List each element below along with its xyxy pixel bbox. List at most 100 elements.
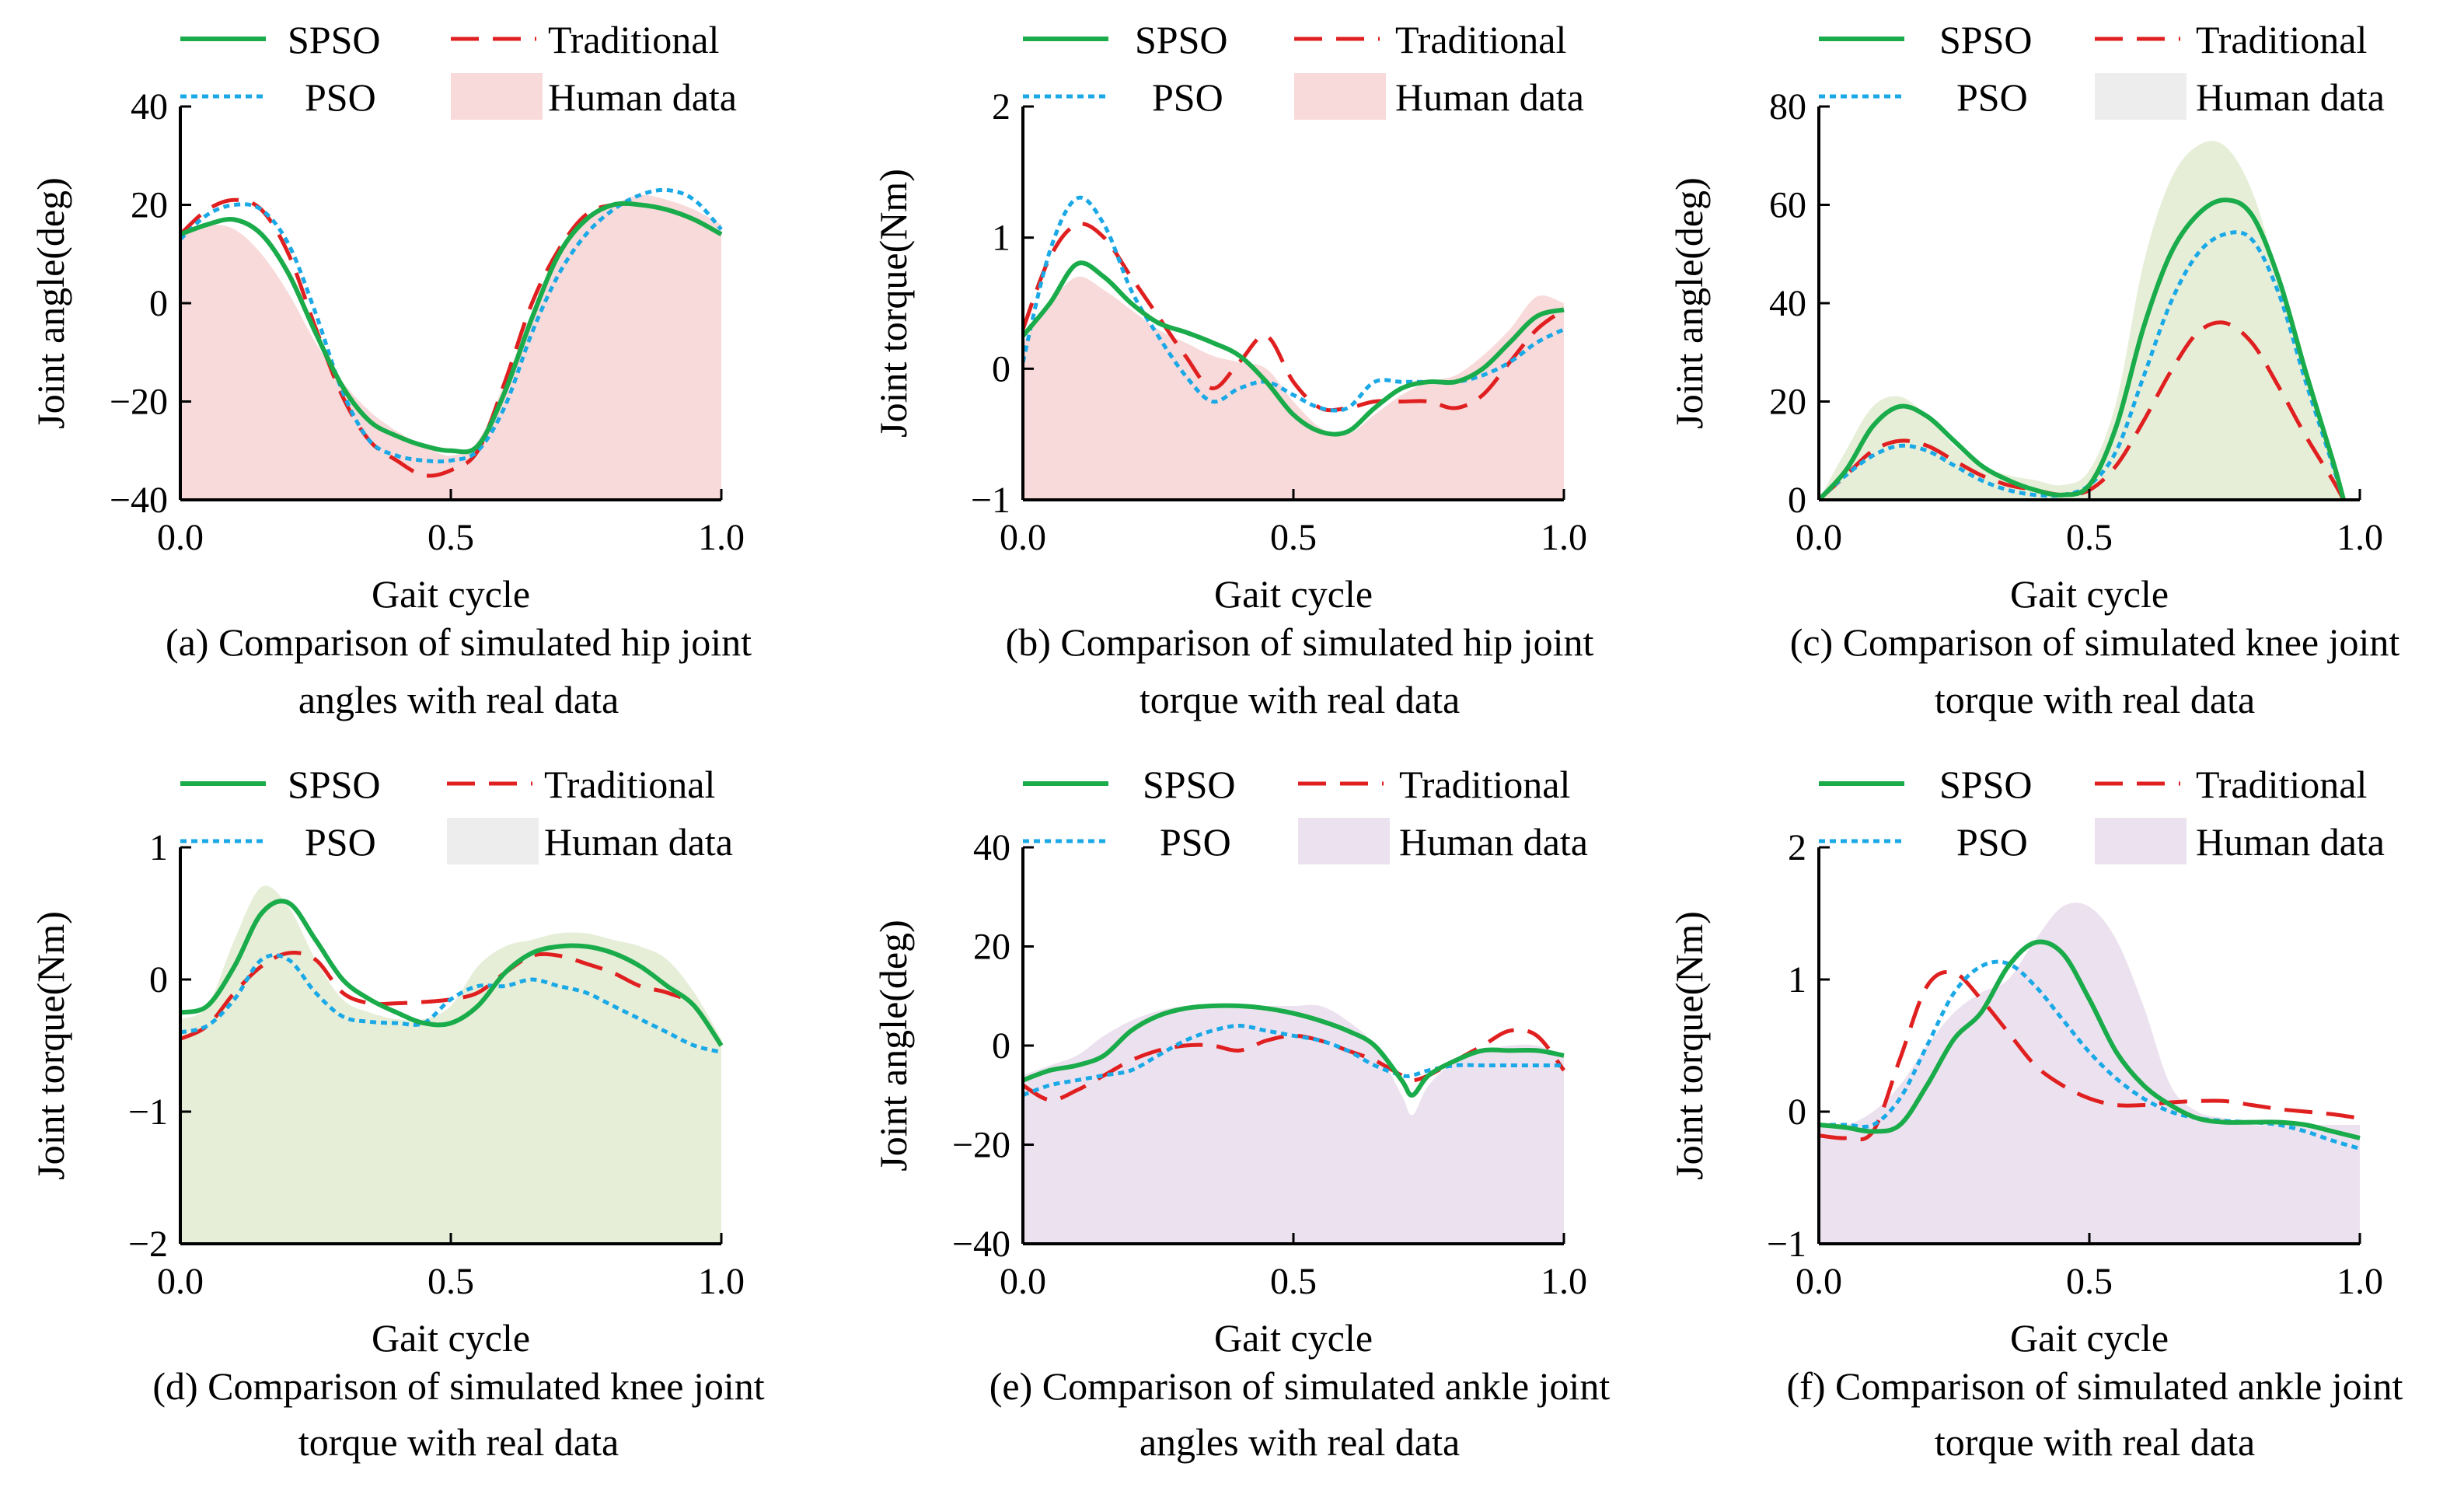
legend-swatch-human <box>2095 818 2187 864</box>
human-data-area <box>1023 1004 1564 1244</box>
legend-label-spso: SPSO <box>1135 18 1228 61</box>
y-tick-label: 40 <box>1769 283 1806 324</box>
series-line-traditional <box>1818 969 2361 1142</box>
y-tick-label: −40 <box>952 1224 1010 1265</box>
y-tick-label: 20 <box>973 927 1010 968</box>
x-axis-label: Gait cycle <box>2010 572 2169 616</box>
y-axis-label: Joint torque(Nm) <box>29 911 72 1180</box>
legend-swatch-human <box>2095 73 2187 120</box>
legend-label-human: Human data <box>2196 820 2385 864</box>
x-tick-label: 0.0 <box>1000 517 1046 558</box>
legend: SPSO Traditional PSO Human data <box>1819 18 2385 120</box>
legend: SPSO Traditional PSO Human data <box>180 763 733 864</box>
y-tick-label: 2 <box>1788 827 1806 868</box>
caption-line: torque with real data <box>1935 1420 2255 1464</box>
y-axis-label: Joint torque(Nm) <box>871 169 915 438</box>
y-axis-label: Joint angle(deg) <box>1667 177 1711 429</box>
series-line-spso <box>1021 1003 1565 1098</box>
x-tick-label: 0.0 <box>157 517 204 558</box>
legend-label-pso: PSO <box>305 820 376 864</box>
legend-label-traditional: Traditional <box>1395 18 1566 61</box>
chart-panel-a: −40 −20 0 20 40 0.0 0.5 1.0 Gait cycle Joint angl… <box>29 18 752 721</box>
series-line-traditional <box>1817 320 2346 501</box>
y-axis-label: Joint angle(deg) <box>29 177 72 429</box>
y-axis-label: Joint torque(Nm) <box>1667 911 1711 1180</box>
x-tick-label: 0.0 <box>1796 1261 1842 1302</box>
y-tick-label: −2 <box>128 1224 168 1265</box>
legend-label-traditional: Traditional <box>544 763 715 806</box>
caption-line: torque with real data <box>1935 678 2255 721</box>
y-tick-label: −20 <box>110 382 168 423</box>
y-tick-label: 0 <box>149 283 168 324</box>
legend: SPSO Traditional PSO Human data <box>1023 18 1584 120</box>
chart-panel-e: −40 −20 0 20 40 0.0 0.5 1.0 Gait cycle Joint angl… <box>871 763 1610 1464</box>
chart-panel-b: −1 0 1 2 0.0 0.5 1.0 Gait cycle Joint torque(Nm)… <box>871 18 1594 721</box>
caption-line: angles with real data <box>1140 1420 1460 1464</box>
x-tick-label: 1.0 <box>698 517 745 558</box>
legend-label-traditional: Traditional <box>548 18 719 61</box>
series-line-pso <box>1817 230 2346 501</box>
caption-line: (d) Comparison of simulated knee joint <box>152 1364 764 1408</box>
y-tick-label: 40 <box>131 86 168 127</box>
legend-swatch-human <box>1294 73 1386 120</box>
legend-label-pso: PSO <box>1956 75 2028 119</box>
legend-label-traditional: Traditional <box>1399 763 1570 806</box>
y-tick-label: −40 <box>110 480 168 521</box>
caption-line: (f) Comparison of simulated ankle joint <box>1787 1364 2403 1408</box>
x-tick-label: 0.5 <box>428 517 474 558</box>
x-tick-label: 0.5 <box>2066 517 2113 558</box>
x-tick-label: 1.0 <box>698 1261 745 1302</box>
y-tick-label: 0 <box>149 959 168 1000</box>
x-tick-label: 1.0 <box>1541 1261 1587 1302</box>
legend-label-human: Human data <box>1399 820 1588 864</box>
y-axis-label: Joint angle(deg) <box>871 920 915 1172</box>
series-line-spso <box>1817 197 2346 502</box>
x-axis-label: Gait cycle <box>1214 1316 1373 1360</box>
y-tick-label: 1 <box>992 218 1010 259</box>
legend: SPSO Traditional PSO Human data <box>1819 763 2385 864</box>
x-axis-label: Gait cycle <box>372 1316 530 1360</box>
legend-label-human: Human data <box>1395 75 1584 119</box>
human-data-area <box>180 194 721 500</box>
caption-line: (e) Comparison of simulated ankle joint <box>989 1364 1611 1408</box>
series-line-pso <box>1022 1024 1564 1098</box>
y-tick-label: −20 <box>952 1125 1010 1166</box>
legend-label-human: Human data <box>2196 75 2385 119</box>
legend-swatch-human <box>451 73 543 120</box>
caption-line: torque with real data <box>298 1420 619 1464</box>
legend-label-spso: SPSO <box>288 18 381 61</box>
x-tick-label: 0.5 <box>428 1261 474 1302</box>
series-line-spso <box>179 201 723 455</box>
x-tick-label: 0.5 <box>2066 1261 2113 1302</box>
x-axis-label: Gait cycle <box>2010 1316 2169 1360</box>
series-line-pso <box>180 953 722 1054</box>
legend-label-traditional: Traditional <box>2196 18 2367 61</box>
y-tick-label: −1 <box>128 1091 168 1133</box>
chart-panel-d: −2 −1 0 1 0.0 0.5 1.0 Gait cycle Joint torque(Nm… <box>29 763 765 1464</box>
caption-line: (a) Comparison of simulated hip joint <box>166 620 752 664</box>
legend-label-human: Human data <box>548 75 737 119</box>
chart-panel-c: 0 20 40 60 80 0.0 0.5 1.0 Gait cycle Joint angle(… <box>1667 18 2399 721</box>
y-tick-label: 60 <box>1769 185 1806 226</box>
y-tick-label: 80 <box>1769 86 1806 127</box>
legend-label-pso: PSO <box>1956 820 2028 864</box>
y-tick-label: −1 <box>1767 1224 1806 1265</box>
y-tick-label: −1 <box>971 480 1010 521</box>
legend-label-spso: SPSO <box>1939 763 2033 806</box>
y-tick-label: 1 <box>1788 959 1806 1000</box>
y-tick-label: 0 <box>1788 1091 1806 1133</box>
human-data-area <box>180 885 721 1244</box>
legend-label-spso: SPSO <box>1143 763 1236 806</box>
human-data-area <box>1023 276 1564 500</box>
y-tick-label: 0 <box>992 1025 1010 1067</box>
legend-swatch-human <box>1298 818 1390 864</box>
x-axis-label: Gait cycle <box>1214 572 1373 616</box>
x-tick-label: 1.0 <box>2337 517 2383 558</box>
x-axis-label: Gait cycle <box>372 572 530 616</box>
legend-label-traditional: Traditional <box>2196 763 2367 806</box>
human-data-area <box>1819 141 2344 500</box>
x-tick-label: 0.0 <box>157 1261 204 1302</box>
caption-line: (c) Comparison of simulated knee joint <box>1790 620 2400 664</box>
y-tick-label: 1 <box>149 827 168 868</box>
